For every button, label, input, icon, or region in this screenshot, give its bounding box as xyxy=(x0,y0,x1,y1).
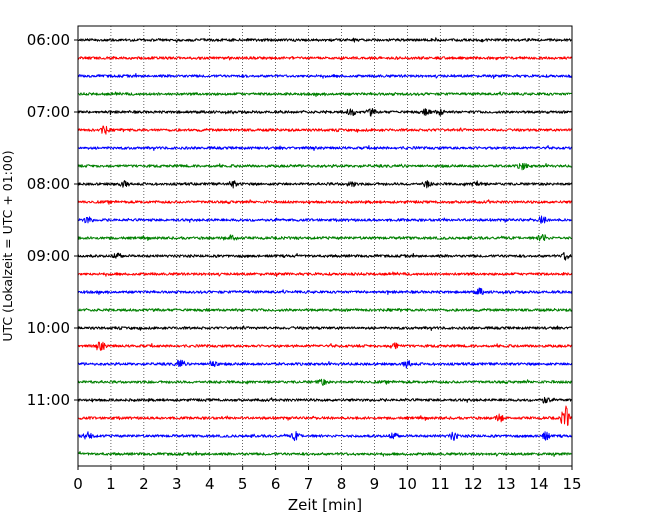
x-tick-label: 13 xyxy=(497,475,516,493)
x-tick-label: 8 xyxy=(337,475,347,493)
x-tick-label: 0 xyxy=(73,475,83,493)
trace-0715 xyxy=(77,125,573,135)
y-tick-label: 11:00 xyxy=(27,391,70,409)
x-tick-label: 5 xyxy=(238,475,248,493)
trace-0630 xyxy=(77,72,573,79)
y-axis-label: UTC (Lokalzeit = UTC + 01:00) xyxy=(0,150,15,341)
trace-1130 xyxy=(77,430,573,442)
trace-0700 xyxy=(77,108,573,117)
x-tick-label: 12 xyxy=(464,475,483,493)
trace-0645 xyxy=(77,91,573,98)
trace-0815 xyxy=(77,199,573,205)
x-tick-label: 14 xyxy=(530,475,549,493)
trace-0900 xyxy=(77,252,573,261)
y-tick-label: 09:00 xyxy=(27,247,70,265)
y-axis: 06:00 07:00 08:00 09:00 10:00 11:00 xyxy=(27,31,78,409)
trace-1000 xyxy=(77,325,573,332)
trace-1115 xyxy=(77,405,573,426)
x-axis: 0 1 2 3 4 5 6 7 8 9 10 11 12 13 14 15 xyxy=(73,466,582,493)
trace-1045 xyxy=(77,378,573,386)
x-tick-label: 11 xyxy=(431,475,450,493)
trace-1015 xyxy=(77,341,573,351)
plot-frame xyxy=(77,25,573,467)
x-axis-label: Zeit [min] xyxy=(288,496,362,514)
trace-0930 xyxy=(77,287,573,296)
y-tick-label: 07:00 xyxy=(27,103,70,121)
trace-1100 xyxy=(77,396,573,404)
trace-1145 xyxy=(77,450,573,457)
x-tick-label: 7 xyxy=(304,475,314,493)
x-tick-label: 10 xyxy=(398,475,417,493)
trace-0745 xyxy=(77,162,573,171)
x-tick-label: 4 xyxy=(205,475,215,493)
trace-0830 xyxy=(77,215,573,224)
trace-0615 xyxy=(77,55,573,61)
trace-0915 xyxy=(77,271,573,277)
trace-layer xyxy=(77,37,573,457)
x-tick-label: 1 xyxy=(106,475,116,493)
trace-0800 xyxy=(77,180,573,189)
y-tick-label: 10:00 xyxy=(27,319,70,337)
trace-0845 xyxy=(77,233,573,242)
trace-0730 xyxy=(77,145,573,152)
x-tick-label: 9 xyxy=(370,475,380,493)
y-tick-label: 08:00 xyxy=(27,175,70,193)
y-tick-label: 06:00 xyxy=(27,31,70,49)
x-tick-label: 3 xyxy=(172,475,182,493)
grid-layer xyxy=(110,26,540,466)
trace-0945 xyxy=(77,307,573,313)
x-tick-label: 6 xyxy=(271,475,281,493)
trace-1030 xyxy=(77,359,573,369)
trace-0600 xyxy=(77,37,573,43)
x-tick-label: 15 xyxy=(562,475,581,493)
x-tick-label: 2 xyxy=(139,475,149,493)
